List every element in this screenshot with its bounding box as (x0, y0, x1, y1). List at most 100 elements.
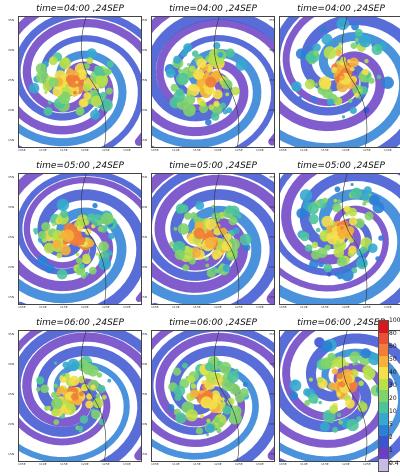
rain-cell (335, 49, 342, 57)
rain-cell (237, 213, 242, 219)
rain-cell (40, 384, 49, 394)
colorbar-label: 0.4 (389, 460, 399, 468)
lon-tick: 105E (18, 148, 26, 152)
rain-cell (219, 102, 227, 109)
rain-cell (33, 227, 39, 233)
rain-cell (200, 413, 204, 418)
rain-cell (225, 205, 234, 214)
rain-cell (212, 394, 222, 403)
rain-cell (330, 339, 335, 343)
rain-cell (289, 391, 299, 401)
rain-cell (363, 368, 376, 380)
rain-cell (79, 73, 85, 79)
rain-cell (211, 249, 222, 260)
map-panel: time=04:00 ,24SEP 35N 30N 25N 20N 15N 105E 110E… (269, 0, 400, 157)
rain-cell (86, 57, 94, 65)
rain-cell (81, 273, 87, 279)
rain-cell (361, 193, 370, 201)
rain-cell (222, 264, 231, 272)
rain-cell (44, 90, 48, 95)
rain-cell (336, 256, 347, 267)
lat-tick: 20N (8, 108, 15, 112)
rain-cell (360, 348, 371, 359)
lon-tick: 120E (81, 462, 89, 466)
rain-cell (185, 409, 198, 422)
lon-tick: 125E (102, 148, 110, 152)
rain-cell (292, 380, 298, 386)
map-frame (18, 173, 142, 305)
rain-cell (349, 57, 359, 68)
lon-tick: 110E (39, 462, 47, 466)
rain-cell (219, 361, 232, 374)
rain-cell (48, 77, 59, 88)
rain-cell (196, 58, 207, 69)
lat-tick: 35N (8, 18, 15, 22)
lon-tick: 110E (300, 462, 308, 466)
rain-cell (381, 76, 394, 89)
lon-tick: 115E (193, 148, 201, 152)
rain-cell (91, 409, 101, 420)
colorbar-label: 20 (389, 395, 397, 403)
rain-cell (318, 400, 322, 405)
rain-cell (85, 400, 94, 409)
rain-cell (51, 408, 60, 417)
rain-cell (308, 393, 319, 404)
rain-cell (354, 92, 359, 98)
rain-cell (87, 365, 99, 377)
coastline (80, 174, 107, 304)
rain-cell (204, 256, 209, 261)
rain-cell (198, 103, 209, 114)
rain-cell (173, 90, 185, 103)
rain-cell (60, 209, 69, 218)
lon-tick: 120E (214, 462, 222, 466)
lon-tick: 125E (102, 462, 110, 466)
rain-cell (360, 400, 364, 405)
rain-cell (327, 352, 336, 362)
rain-cell (363, 186, 372, 195)
rain-cell (102, 394, 107, 400)
rain-cell (36, 387, 41, 392)
rain-cell (338, 420, 343, 425)
lat-tick: 20N (269, 265, 276, 269)
rain-cell (75, 252, 80, 257)
rain-cell (187, 63, 190, 66)
lat-tick: 20N (269, 108, 276, 112)
rain-cell (97, 225, 104, 232)
rain-band (280, 51, 385, 132)
lon-tick: 125E (363, 462, 371, 466)
rain-cell (342, 374, 353, 385)
rain-cell (372, 201, 385, 214)
rain-cell (322, 197, 328, 204)
colorbar-swatch (379, 447, 388, 460)
lon-tick: 105E (18, 462, 26, 466)
rain-cell (95, 252, 99, 256)
colorbar-swatch (379, 332, 388, 345)
coastline (341, 174, 368, 304)
rain-cell (231, 86, 240, 96)
rain-cell (299, 231, 310, 242)
rain-cell (62, 361, 69, 369)
rain-cell (193, 227, 205, 240)
rain-cell (206, 433, 209, 437)
rain-cell (47, 100, 52, 105)
colorbar-scale (378, 320, 389, 472)
lat-tick: 35N (269, 332, 276, 336)
rain-cell (165, 68, 176, 78)
rain-cell (41, 222, 51, 232)
lat-tick: 35N (8, 175, 15, 179)
colorbar-label: 100 (389, 317, 400, 324)
rain-cell (227, 371, 239, 383)
rain-cell (95, 393, 101, 398)
lat-tick: 25N (8, 78, 15, 82)
rain-band (155, 332, 274, 461)
rain-cell (234, 368, 239, 373)
rain-cell (36, 377, 44, 385)
lon-tick: 105E (279, 148, 287, 152)
rain-cell (320, 26, 327, 33)
lat-tick: 30N (141, 205, 148, 209)
rain-cell (355, 37, 359, 42)
rain-cell (175, 203, 186, 214)
rain-cell (105, 87, 113, 95)
rain-cell (53, 419, 60, 425)
lon-tick: 115E (60, 148, 68, 152)
